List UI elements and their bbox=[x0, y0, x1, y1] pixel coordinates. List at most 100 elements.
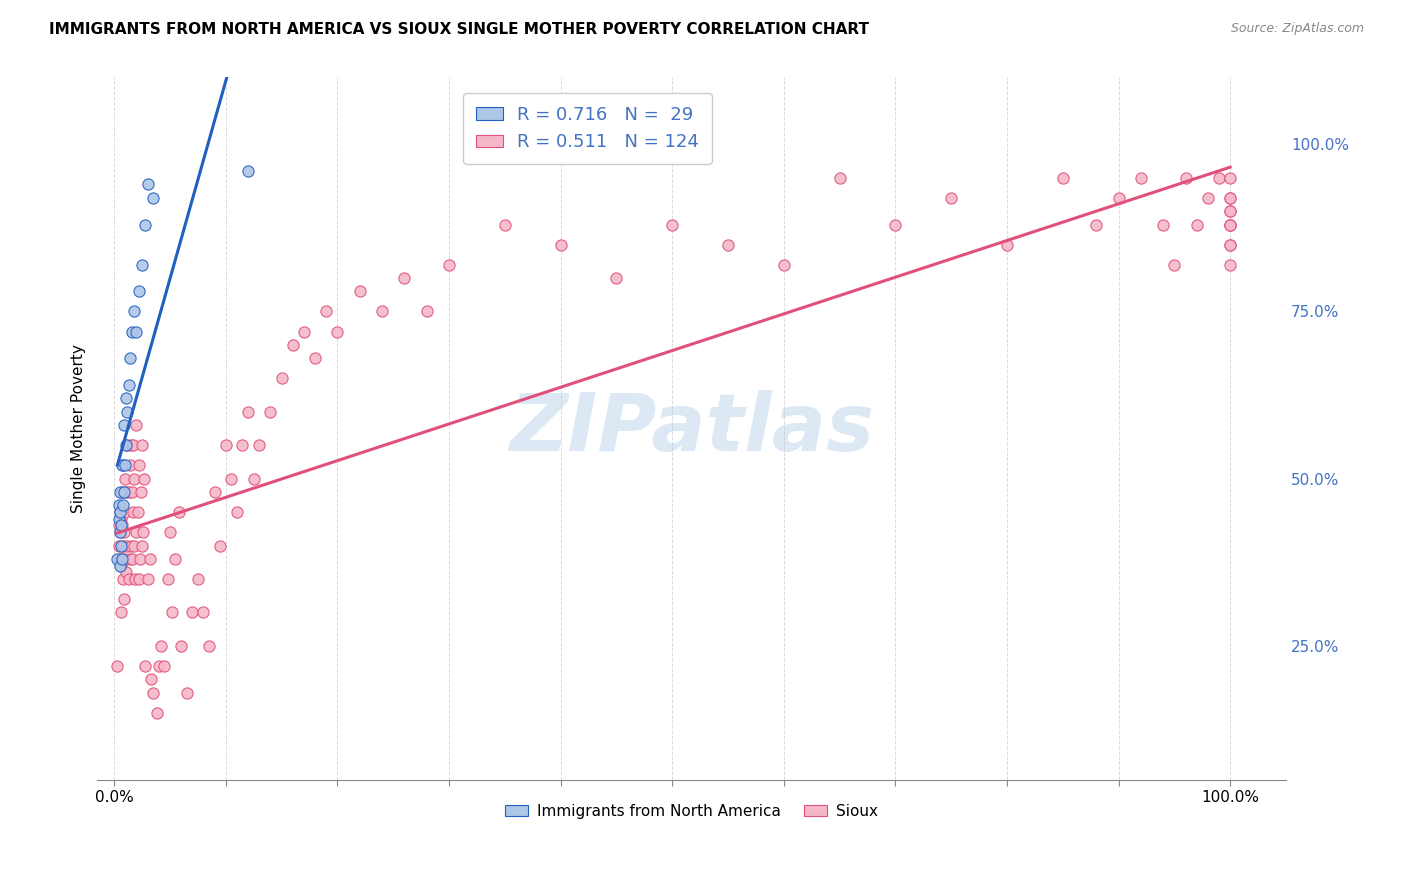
Point bbox=[122, 539, 145, 553]
Point bbox=[108, 485, 131, 500]
Point bbox=[605, 271, 627, 285]
Y-axis label: Single Mother Poverty: Single Mother Poverty bbox=[72, 344, 86, 513]
Point bbox=[110, 539, 132, 553]
Point bbox=[111, 572, 134, 586]
Text: Source: ZipAtlas.com: Source: ZipAtlas.com bbox=[1230, 22, 1364, 36]
Point bbox=[136, 572, 159, 586]
Point bbox=[107, 659, 129, 673]
Point bbox=[1085, 218, 1108, 232]
Point bbox=[236, 164, 259, 178]
Point bbox=[1185, 218, 1208, 232]
Point bbox=[661, 218, 683, 232]
Point bbox=[120, 539, 142, 553]
Point bbox=[181, 606, 204, 620]
Point bbox=[142, 191, 165, 205]
Point bbox=[115, 485, 138, 500]
Point bbox=[108, 505, 131, 519]
Point bbox=[995, 237, 1018, 252]
Point bbox=[125, 418, 148, 433]
Text: IMMIGRANTS FROM NORTH AMERICA VS SIOUX SINGLE MOTHER POVERTY CORRELATION CHART: IMMIGRANTS FROM NORTH AMERICA VS SIOUX S… bbox=[49, 22, 869, 37]
Point bbox=[118, 351, 141, 366]
Point bbox=[117, 572, 139, 586]
Point bbox=[176, 686, 198, 700]
Point bbox=[165, 552, 187, 566]
Point bbox=[315, 304, 337, 318]
Point bbox=[1052, 170, 1074, 185]
Point bbox=[1129, 170, 1152, 185]
Point bbox=[394, 271, 416, 285]
Point bbox=[349, 285, 371, 299]
Point bbox=[117, 405, 139, 419]
Point bbox=[111, 485, 134, 500]
Point bbox=[134, 659, 156, 673]
Point bbox=[160, 606, 183, 620]
Point bbox=[159, 525, 181, 540]
Point bbox=[112, 525, 135, 540]
Point bbox=[115, 438, 138, 452]
Point bbox=[550, 237, 572, 252]
Point bbox=[131, 539, 153, 553]
Point bbox=[187, 572, 209, 586]
Point bbox=[108, 558, 131, 573]
Point bbox=[111, 539, 134, 553]
Point bbox=[139, 552, 162, 566]
Point bbox=[127, 505, 149, 519]
Point bbox=[110, 518, 132, 533]
Point bbox=[111, 499, 134, 513]
Point bbox=[114, 552, 136, 566]
Point bbox=[1219, 204, 1241, 219]
Point bbox=[115, 392, 138, 406]
Point bbox=[1108, 191, 1130, 205]
Point bbox=[219, 472, 242, 486]
Point bbox=[122, 505, 145, 519]
Point bbox=[121, 552, 143, 566]
Point bbox=[1219, 237, 1241, 252]
Point bbox=[717, 237, 740, 252]
Point bbox=[215, 438, 238, 452]
Point bbox=[209, 539, 232, 553]
Point bbox=[108, 505, 131, 519]
Point bbox=[145, 706, 167, 720]
Point bbox=[1163, 258, 1185, 272]
Point bbox=[1219, 218, 1241, 232]
Point bbox=[118, 458, 141, 473]
Point bbox=[134, 472, 156, 486]
Point bbox=[136, 178, 159, 192]
Point bbox=[281, 338, 304, 352]
Point bbox=[107, 499, 129, 513]
Point bbox=[494, 218, 516, 232]
Point bbox=[111, 552, 134, 566]
Point bbox=[259, 405, 281, 419]
Point bbox=[247, 438, 270, 452]
Point bbox=[117, 539, 139, 553]
Point bbox=[121, 485, 143, 500]
Point bbox=[112, 485, 135, 500]
Point bbox=[270, 371, 292, 385]
Point bbox=[415, 304, 437, 318]
Point bbox=[149, 639, 172, 653]
Point bbox=[114, 505, 136, 519]
Point bbox=[1152, 218, 1174, 232]
Point bbox=[121, 325, 143, 339]
Point bbox=[122, 304, 145, 318]
Point bbox=[112, 592, 135, 607]
Point bbox=[117, 378, 139, 392]
Point bbox=[110, 558, 132, 573]
Point bbox=[304, 351, 326, 366]
Point bbox=[110, 512, 132, 526]
Point bbox=[108, 552, 131, 566]
Point bbox=[225, 505, 247, 519]
Point bbox=[1219, 218, 1241, 232]
Point bbox=[107, 552, 129, 566]
Point bbox=[128, 552, 150, 566]
Point bbox=[231, 438, 253, 452]
Point bbox=[236, 405, 259, 419]
Point bbox=[111, 458, 134, 473]
Point bbox=[118, 552, 141, 566]
Point bbox=[148, 659, 170, 673]
Point bbox=[167, 505, 190, 519]
Point bbox=[193, 606, 215, 620]
Point bbox=[120, 438, 142, 452]
Point bbox=[437, 258, 460, 272]
Point bbox=[117, 485, 139, 500]
